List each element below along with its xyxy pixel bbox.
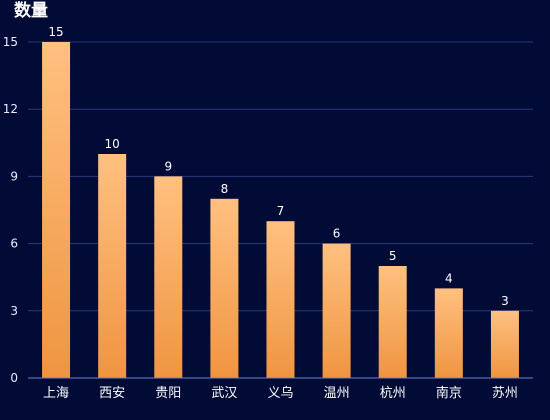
bar-2 [98, 154, 127, 378]
bar-1 [42, 42, 71, 378]
bars [42, 42, 519, 378]
x-category-label: 温州 [324, 386, 350, 401]
data-label-9: 3 [501, 294, 509, 308]
data-label-5: 7 [277, 204, 285, 218]
y-tick-label: 6 [10, 237, 18, 251]
bar-7 [378, 266, 407, 378]
bar-4 [210, 198, 239, 378]
bar-6 [322, 243, 351, 378]
x-category-label: 杭州 [380, 386, 406, 401]
x-category-label: 西安 [99, 386, 125, 401]
y-tick-label: 3 [10, 304, 18, 318]
x-category-label: 武汉 [211, 386, 237, 401]
bar-9 [490, 310, 519, 378]
x-category-label: 苏州 [492, 385, 518, 401]
data-label-2: 10 [105, 137, 120, 151]
y-tick-label: 9 [10, 169, 18, 183]
data-label-8: 4 [445, 271, 453, 285]
data-labels: 15 10 9 8 7 6 5 4 3 [48, 25, 508, 308]
x-category-label: 义乌 [267, 385, 293, 401]
data-label-3: 9 [164, 159, 172, 173]
x-category-label: 南京 [436, 385, 462, 401]
bar-5 [266, 221, 295, 378]
bar-8 [434, 288, 463, 378]
y-axis-title: 数量 [14, 0, 48, 21]
y-tick-label: 15 [3, 35, 18, 49]
bar-3 [154, 176, 183, 378]
y-axis-ticks: 0 3 6 9 12 15 [3, 35, 18, 385]
x-category-label: 贵阳 [155, 386, 181, 401]
y-tick-label: 12 [3, 102, 18, 116]
data-label-6: 6 [333, 227, 341, 241]
data-label-1: 15 [48, 25, 63, 39]
data-label-7: 5 [389, 249, 397, 263]
x-axis-labels: 上海 西安 贵阳 武汉 义乌 温州 杭州 南京 苏州 [43, 385, 518, 401]
y-tick-label: 0 [10, 371, 18, 385]
data-label-4: 8 [221, 182, 229, 196]
x-category-label: 上海 [43, 386, 69, 401]
